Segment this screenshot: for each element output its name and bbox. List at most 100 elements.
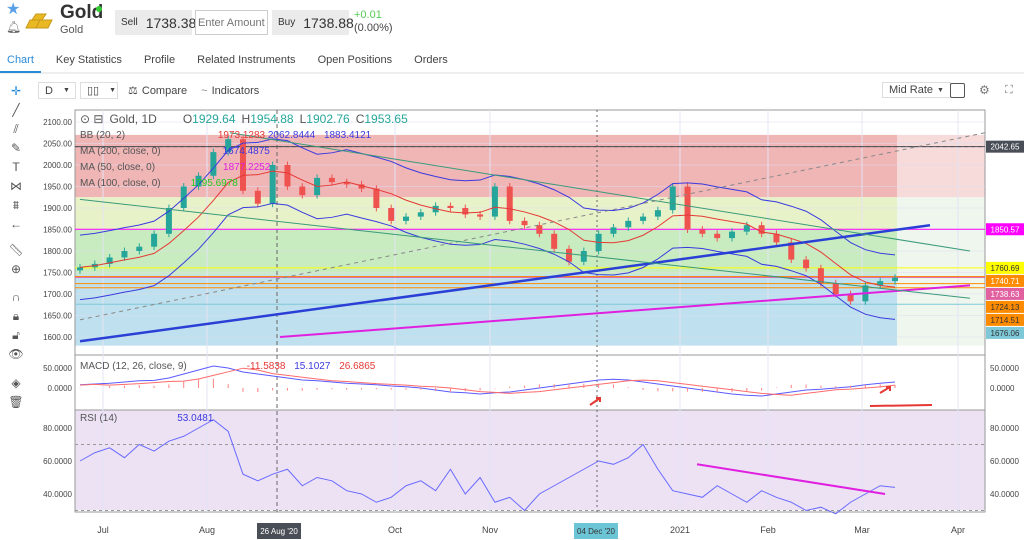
candle bbox=[180, 186, 187, 208]
level-price-box bbox=[986, 313, 1024, 326]
bb-lower: 1883.4121 bbox=[323, 130, 372, 141]
trendline-icon[interactable]: ╱ bbox=[12, 103, 20, 117]
layers-icon[interactable]: ◈ bbox=[11, 376, 21, 390]
indicator-ma100[interactable]: MA (100, close, 0) 1795.6978 bbox=[80, 178, 238, 190]
buy-price: 1738.88 bbox=[303, 14, 354, 31]
indicator-bb[interactable]: BB (20, 2) 1973.1283 2062.8444 1883.4121 bbox=[80, 130, 371, 142]
tab-related-instruments[interactable]: Related Instruments bbox=[197, 54, 296, 66]
level-price-label: 1714.51 bbox=[991, 316, 1020, 325]
eye-icon[interactable]: 👁︎ bbox=[8, 347, 24, 361]
candle bbox=[729, 231, 735, 239]
level-price-box bbox=[986, 326, 1024, 339]
bell-icon[interactable]: 🔔︎ bbox=[6, 20, 22, 34]
star-icon[interactable]: ★ bbox=[6, 1, 21, 18]
sell-price: 1738.38 bbox=[145, 14, 197, 31]
crosshair-date-box bbox=[574, 523, 618, 539]
candle bbox=[447, 205, 454, 208]
candle bbox=[788, 242, 795, 260]
tab-chart[interactable]: Chart bbox=[7, 54, 34, 66]
level-price-label: 1850.57 bbox=[991, 225, 1020, 234]
pen-icon[interactable]: ✎ bbox=[10, 141, 22, 155]
interval-dropdown[interactable]: D ▼ bbox=[38, 82, 76, 99]
price-tick-label: 1850.00 bbox=[43, 226, 72, 235]
collapse-icon[interactable]: ⊙ ⊟ bbox=[80, 112, 104, 126]
macd-trendline bbox=[869, 404, 933, 407]
level-price-label: 1738.63 bbox=[991, 290, 1020, 299]
level-price-box bbox=[986, 261, 1024, 274]
low-label: L bbox=[299, 112, 307, 126]
magnet-icon[interactable]: ∩ bbox=[11, 290, 21, 304]
zone-ext bbox=[897, 197, 985, 346]
buy-button[interactable]: Buy 1738.88 bbox=[272, 10, 354, 35]
pane-frame bbox=[74, 409, 986, 513]
candle bbox=[106, 257, 113, 264]
price-tick-label: 2050.00 bbox=[43, 140, 72, 149]
unlock-icon[interactable]: 🔓︎ bbox=[12, 328, 20, 342]
sell-label: Sell bbox=[121, 17, 138, 28]
candle bbox=[358, 184, 365, 189]
rsi-tick-label: 40.0000 bbox=[990, 490, 1019, 499]
fib-icon[interactable]: ⩩ bbox=[12, 198, 20, 212]
ma50-value: 1877.2252 bbox=[223, 162, 271, 173]
trash-icon[interactable]: 🗑︎ bbox=[8, 395, 24, 409]
zoom-in-icon[interactable]: ⊕ bbox=[10, 262, 22, 276]
level-price-box bbox=[986, 140, 1024, 153]
level-price-label: 1740.71 bbox=[991, 277, 1020, 286]
level-price-label: 2042.65 bbox=[991, 143, 1020, 152]
indicator-ma200[interactable]: MA (200, close, 0) 1674.4875 bbox=[80, 146, 270, 158]
amount-input[interactable] bbox=[195, 10, 268, 35]
arrow-annotation bbox=[879, 386, 891, 394]
bb-upper: 2062.8444 bbox=[267, 130, 316, 141]
ruler-icon[interactable]: 📏︎ bbox=[8, 243, 24, 257]
interval-value: D bbox=[45, 84, 53, 97]
candle bbox=[817, 268, 824, 284]
checkbox[interactable] bbox=[950, 83, 965, 98]
bb-upper-line bbox=[79, 138, 896, 256]
candle bbox=[328, 177, 335, 183]
tab-key-statistics[interactable]: Key Statistics bbox=[55, 54, 122, 66]
candle bbox=[684, 186, 691, 230]
candle bbox=[743, 225, 750, 232]
indicator-ma50[interactable]: MA (50, close, 0) 1877.2252 bbox=[80, 162, 270, 174]
macd-label: MACD (12, 26, close, 9) bbox=[80, 361, 187, 372]
candle bbox=[343, 182, 350, 185]
crosshair-icon[interactable]: ✛ bbox=[10, 84, 22, 98]
crosshair-date-label: 26 Aug '20 bbox=[260, 527, 298, 536]
pattern-icon[interactable]: ⋈ bbox=[10, 179, 22, 193]
fullscreen-icon[interactable]: ⛶ bbox=[1005, 84, 1013, 96]
indicator-rsi[interactable]: RSI (14) 53.0481 bbox=[80, 413, 213, 425]
tab-profile[interactable]: Profile bbox=[143, 54, 176, 66]
candle bbox=[299, 186, 306, 196]
x-axis-label: Mar bbox=[854, 525, 870, 535]
chart-type-dropdown[interactable]: ▯▯ ▼ bbox=[80, 82, 118, 99]
price-tick-label: 1800.00 bbox=[43, 247, 72, 256]
indicators-button[interactable]: Indicators bbox=[211, 84, 260, 97]
candle bbox=[773, 233, 780, 243]
sell-button[interactable]: Sell 1738.38 bbox=[115, 10, 196, 35]
ma200-line bbox=[79, 223, 931, 343]
candle bbox=[210, 152, 217, 176]
back-arrow-icon[interactable]: ← bbox=[10, 217, 22, 231]
high-value: 1954.88 bbox=[250, 112, 294, 126]
close-value: 1953.65 bbox=[364, 112, 408, 126]
instrument-subtitle: Gold bbox=[60, 24, 84, 36]
signal-line bbox=[79, 367, 896, 396]
candle bbox=[699, 229, 706, 234]
parallel-channel-icon[interactable]: ⫽ bbox=[13, 122, 19, 136]
compare-button[interactable]: Compare bbox=[141, 84, 188, 97]
lock-drawing-icon[interactable]: 🔒︎ bbox=[12, 309, 20, 323]
settings-icon[interactable]: ⚙ bbox=[979, 83, 990, 97]
candle bbox=[151, 233, 158, 247]
macd-line: 15.1027 bbox=[294, 361, 331, 372]
ohlc-legend: ⊙ ⊟ Gold, 1D O1929.64 H1954.88 L1902.76 … bbox=[80, 112, 408, 126]
tab-orders[interactable]: Orders bbox=[414, 54, 448, 66]
high-label: H bbox=[241, 112, 251, 126]
candle bbox=[388, 208, 395, 221]
buy-label: Buy bbox=[278, 17, 296, 28]
text-icon[interactable]: T bbox=[12, 160, 20, 174]
ma200-label: MA (200, close, 0) bbox=[80, 146, 161, 157]
indicator-macd[interactable]: MACD (12, 26, close, 9) -11.5838 15.1027 … bbox=[80, 361, 375, 373]
chevron-down-icon: ▼ bbox=[937, 86, 944, 94]
tab-open-positions[interactable]: Open Positions bbox=[317, 54, 393, 66]
